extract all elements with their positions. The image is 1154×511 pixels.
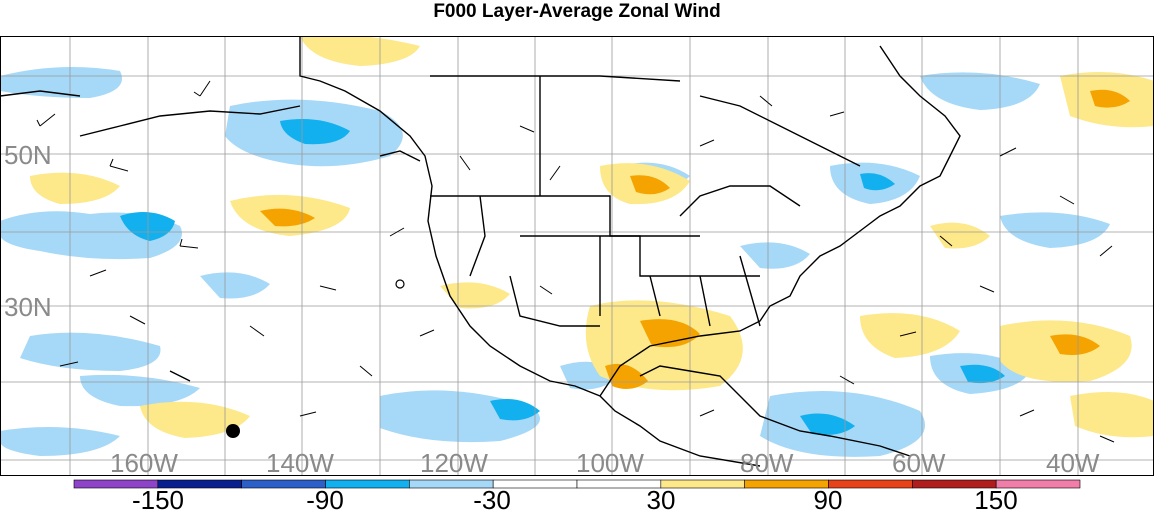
colorbar-boxes: [73, 479, 1081, 489]
shading-positive: [30, 36, 1154, 438]
coastlines: [0, 36, 961, 467]
lon-label-40w: 40W: [1046, 448, 1100, 476]
graticule: [0, 36, 1154, 476]
lon-label-160w: 160W: [110, 448, 178, 476]
map-title: F000 Layer-Average Zonal Wind: [433, 1, 721, 22]
colorbar-label-150: 150: [974, 485, 1017, 511]
lat-label-30n: 30N: [4, 292, 52, 322]
lat-label-50n: 50N: [4, 140, 52, 170]
colorbar-label-m30: -30: [473, 485, 511, 511]
lon-label-140w: 140W: [266, 448, 334, 476]
shading-negative: [0, 67, 1110, 457]
lon-label-60w: 60W: [892, 448, 946, 476]
colorbar-label-m150: -150: [132, 485, 184, 511]
lon-label-120w: 120W: [420, 448, 488, 476]
zonal-wind-map: 50N 30N 160W 140W 120W 100W 80W 60W 40W: [0, 36, 1154, 476]
lon-label-100w: 100W: [576, 448, 644, 476]
colorbar-label-30: 30: [647, 485, 676, 511]
station-marker-open: [395, 279, 405, 289]
lon-label-80w: 80W: [740, 448, 794, 476]
colorbar: -150 -90 -30 30 90 150: [73, 479, 1081, 511]
colorbar-label-90: 90: [814, 485, 843, 511]
station-marker: [226, 424, 240, 438]
colorbar-label-m90: -90: [306, 485, 344, 511]
colorbar-box: [995, 479, 1081, 489]
wind-barbs: [36, 80, 1115, 443]
